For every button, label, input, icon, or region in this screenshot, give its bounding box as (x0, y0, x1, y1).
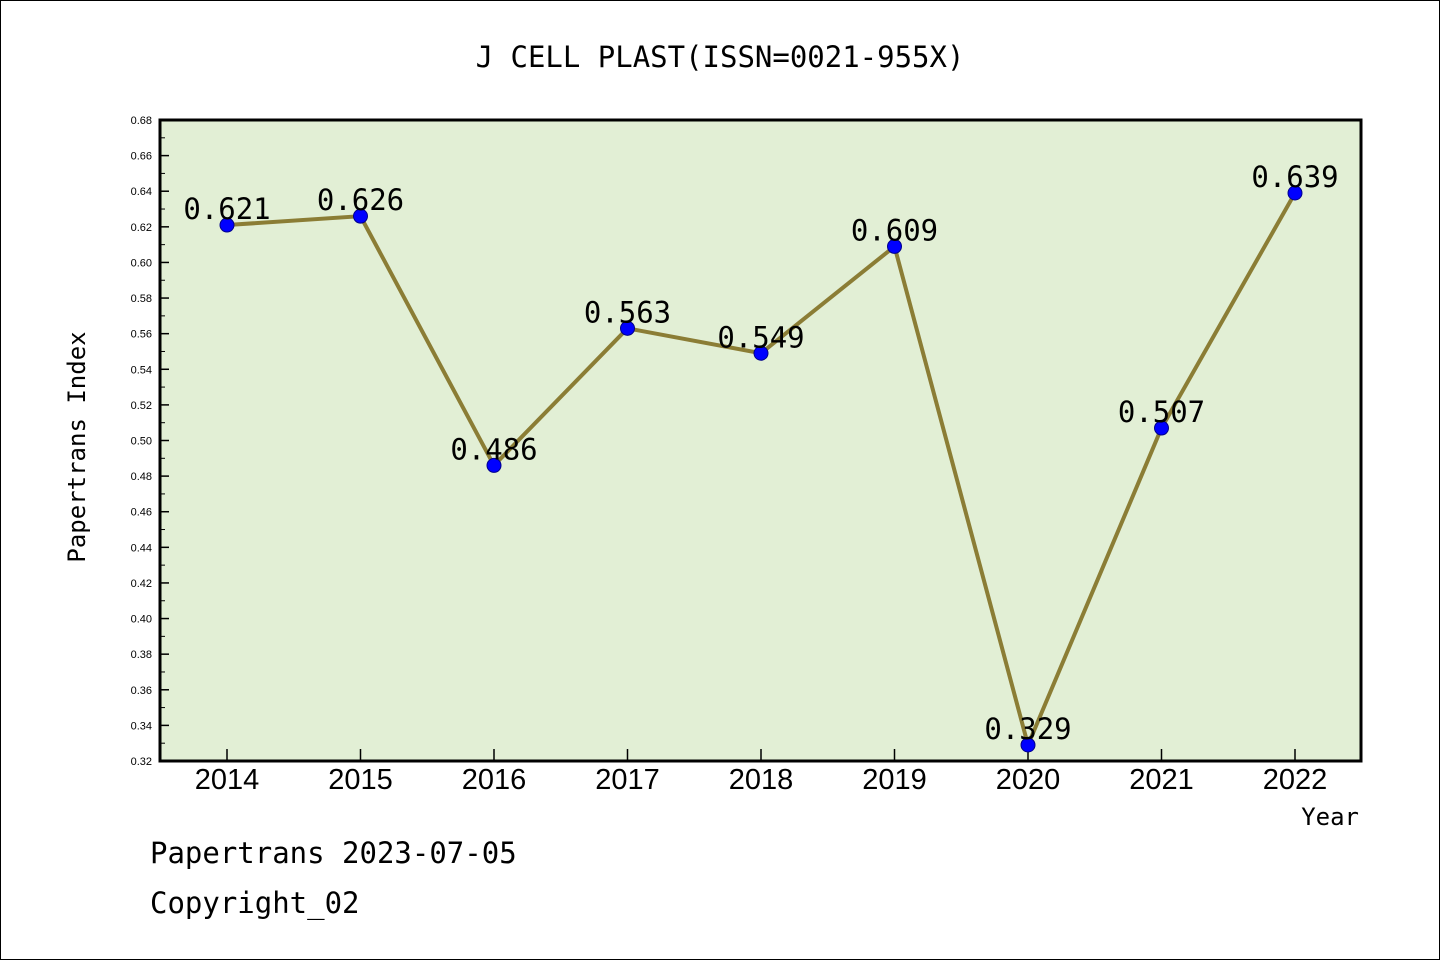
data-point-marker (486, 457, 502, 473)
x-tick-label: 2017 (595, 764, 660, 796)
data-point-marker (753, 345, 769, 361)
data-label: 0.329 (984, 712, 1071, 746)
y-tick-label: 0.34 (131, 720, 152, 732)
data-label: 0.626 (317, 183, 404, 217)
y-tick-label: 0.42 (131, 578, 152, 590)
plot-area (158, 118, 1363, 763)
data-point-marker (353, 208, 368, 224)
y-tick-label: 0.48 (131, 471, 152, 483)
y-tick-label: 0.68 (131, 115, 152, 127)
data-label: 0.609 (851, 213, 938, 247)
y-tick-label: 0.38 (131, 649, 152, 661)
x-tick-label: 2016 (462, 764, 527, 796)
x-tick-label: 2018 (729, 764, 794, 796)
x-tick-label: 2021 (1129, 764, 1194, 796)
footer-copyright-text: Copyright_02 (150, 886, 360, 920)
data-point-marker (1020, 737, 1036, 753)
x-tick-label: 2020 (996, 764, 1061, 796)
y-axis: 0.32 0.34 0.36 0.38 0.40 0.42 0.44 0.46 0.48 0.50… (131, 115, 169, 768)
y-axis-label: Papertrans Index (63, 331, 91, 562)
y-tick-label: 0.46 (131, 507, 152, 519)
x-tick-label: 2014 (195, 764, 260, 796)
data-point-marker (1287, 185, 1303, 201)
y-tick-label: 0.56 (131, 329, 152, 341)
data-label: 0.486 (450, 432, 537, 466)
y-tick-label: 0.60 (131, 257, 152, 269)
series-layer: 0.621 0.626 0.486 0.563 0.549 0.609 0.329 0.507… (183, 160, 1339, 753)
y-tick-label: 0.54 (131, 364, 152, 376)
y-tick-label: 0.40 (131, 614, 152, 626)
data-label: 0.507 (1118, 395, 1205, 429)
x-axis: 2014 2015 2016 2017 2018 2019 2020 2021 2022 (195, 749, 1328, 796)
y-tick-label: 0.32 (131, 756, 152, 768)
y-tick-label: 0.58 (131, 293, 152, 305)
data-label: 0.639 (1251, 160, 1338, 194)
chart-title: J CELL PLAST(ISSN=0021-955X) (476, 40, 965, 74)
data-label: 0.621 (183, 192, 270, 226)
y-tick-label: 0.64 (131, 186, 152, 198)
x-tick-label: 2019 (862, 764, 927, 796)
footer-date-text: Papertrans 2023-07-05 (150, 836, 517, 870)
x-tick-label: 2022 (1263, 764, 1328, 796)
y-tick-label: 0.44 (131, 542, 152, 554)
data-point-marker (219, 217, 235, 233)
y-tick-label: 0.66 (131, 151, 152, 163)
x-tick-label: 2015 (328, 764, 393, 796)
y-tick-label: 0.50 (131, 436, 152, 448)
data-label: 0.549 (717, 320, 804, 354)
y-tick-label: 0.62 (131, 222, 152, 234)
y-tick-label: 0.36 (131, 685, 152, 697)
data-point-marker (1154, 420, 1169, 436)
x-axis-label: Year (1301, 803, 1359, 831)
data-label: 0.563 (584, 295, 671, 329)
data-point-marker (620, 320, 635, 336)
data-point-marker (887, 238, 902, 254)
y-tick-label: 0.52 (131, 400, 152, 412)
